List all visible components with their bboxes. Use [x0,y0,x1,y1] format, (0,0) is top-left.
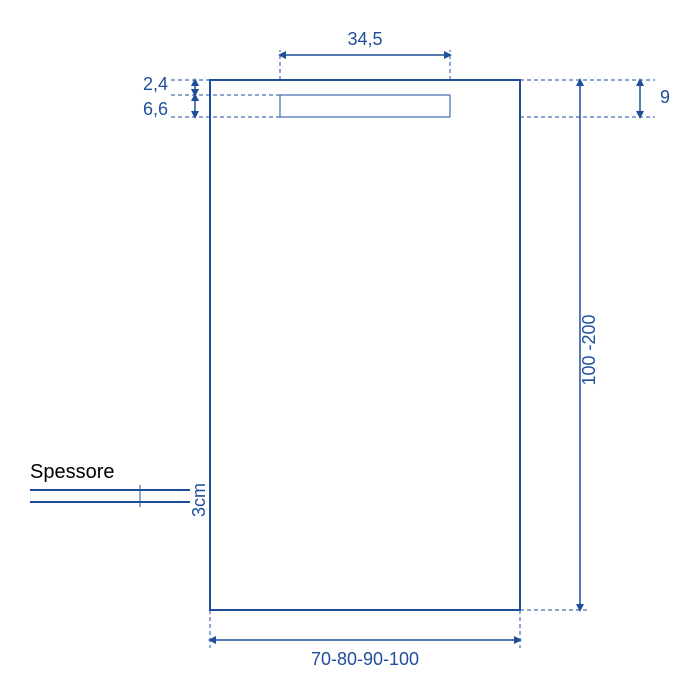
top-gap-label: 2,4 [143,74,168,94]
shower-tray-outline [210,80,520,610]
drain-total-label: 9 [660,87,670,107]
length-range-label: 100 -200 [579,314,599,385]
thickness-title: Spessore [30,461,115,483]
width-options-label: 70-80-90-100 [311,649,419,669]
drain-width-label: 34,5 [347,29,382,49]
thickness-value: 3cm [189,483,209,517]
drain-height-label: 6,6 [143,99,168,119]
drain-slot [280,95,450,117]
